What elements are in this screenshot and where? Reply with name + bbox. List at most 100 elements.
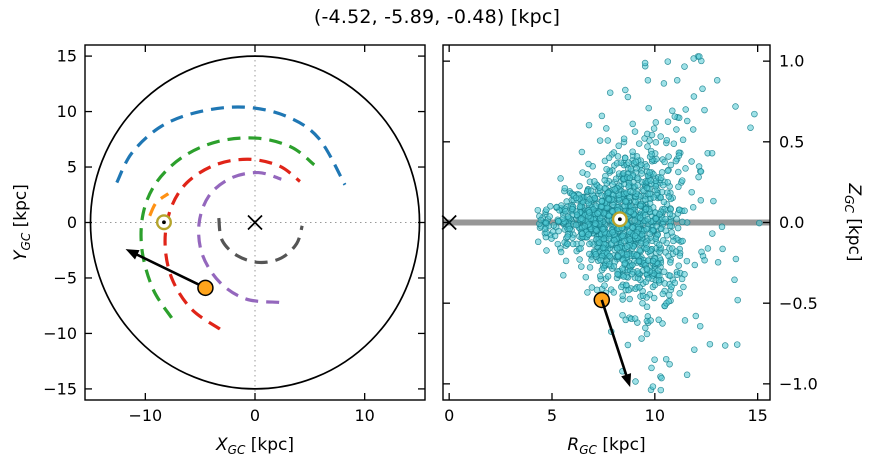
scatter-point	[660, 198, 668, 206]
scatter-point	[582, 273, 590, 281]
scatter-point	[625, 159, 632, 166]
scatter-point	[671, 113, 679, 120]
scatter-point	[655, 316, 662, 324]
x-tick-label: 10	[354, 406, 374, 425]
scatter-point	[664, 179, 672, 186]
scatter-point	[577, 245, 584, 252]
scatter-point	[657, 174, 665, 182]
scatter-point	[635, 140, 643, 147]
scatter-point	[632, 378, 639, 385]
scatter-point	[655, 277, 663, 284]
velocity-arrow-rz-head	[621, 373, 632, 388]
scatter-point	[591, 194, 599, 202]
scatter-point	[701, 256, 708, 264]
scatter-point	[656, 211, 663, 218]
scatter-point	[682, 106, 689, 113]
scatter-point	[537, 216, 545, 224]
scatter-point	[704, 245, 712, 252]
scatter-point	[648, 131, 656, 139]
scatter-point	[623, 251, 631, 258]
scatter-point	[646, 200, 654, 207]
rz-panel: 0 5 10 15 1.0 0.5 0.0 −0.5 −1.0 RGC [kpc] ZGC [kpc…	[441, 44, 864, 457]
x-tick-label: −10	[128, 406, 162, 425]
scatter-point	[665, 291, 673, 299]
scatter-point	[614, 253, 622, 260]
scatter-point	[710, 197, 717, 205]
scatter-point	[675, 152, 683, 159]
y-tick-label: −0.5	[779, 294, 818, 313]
scatter-point	[691, 261, 699, 269]
scatter-point	[622, 316, 629, 324]
scatter-point	[734, 296, 741, 304]
object-marker-xy	[197, 279, 214, 297]
scatter-point	[615, 142, 622, 150]
scatter-point	[679, 136, 687, 144]
scatter-point	[629, 224, 636, 231]
scatter-point	[572, 194, 580, 202]
scatter-point	[675, 168, 682, 176]
scatter-point	[652, 235, 660, 243]
scatter-point	[592, 220, 599, 227]
scatter-point	[666, 222, 674, 230]
scatter-point	[576, 182, 583, 190]
scatter-point	[648, 150, 655, 158]
scatter-point	[605, 196, 613, 203]
scatter-point	[731, 276, 738, 284]
scatter-point	[638, 170, 645, 177]
scatter-point	[719, 245, 726, 253]
scatter-point	[612, 175, 620, 183]
scatter-point	[592, 251, 600, 258]
scatter-point	[633, 252, 641, 259]
scatter-point	[669, 107, 676, 115]
scatter-point	[650, 125, 658, 132]
scatter-point	[681, 63, 688, 70]
scatter-point	[562, 257, 570, 265]
scatter-point	[732, 103, 739, 110]
scatter-point	[632, 158, 640, 166]
scatter-point	[678, 177, 686, 184]
rz-xlabel: RGC [kpc]	[567, 435, 645, 457]
scatter-point	[652, 139, 660, 146]
scatter-point	[683, 371, 691, 379]
scatter-point	[629, 261, 636, 269]
scatter-point	[659, 181, 667, 189]
y-tick-label: −1.0	[779, 374, 818, 393]
y-tick-label: −5	[53, 269, 77, 288]
scatter-point	[623, 243, 631, 250]
scatter-point	[576, 203, 584, 210]
scatter-point	[650, 194, 658, 201]
scatter-point	[659, 237, 667, 244]
scatter-point	[665, 298, 672, 305]
sun-dot	[162, 220, 166, 225]
scatter-point	[699, 85, 706, 93]
scatter-point	[603, 125, 610, 132]
scatter-point	[661, 158, 668, 166]
scatter-point	[599, 226, 607, 233]
scatter-point	[620, 273, 627, 280]
y-tick-label: 0.5	[779, 132, 804, 151]
velocity-arrow-rz-shaft	[600, 299, 629, 379]
scatter-point	[568, 205, 576, 213]
scatter-point	[625, 286, 632, 294]
scatter-point	[622, 86, 629, 94]
scatter-point	[619, 311, 626, 319]
scatter-point	[649, 257, 657, 265]
scatter-point	[564, 240, 571, 248]
scatter-point	[585, 160, 592, 168]
scatter-point	[596, 239, 603, 246]
scatter-point	[591, 178, 598, 185]
scatter-point	[688, 188, 695, 196]
scatter-point	[569, 240, 577, 248]
x-tick-label: 0	[250, 406, 260, 425]
scatter-point	[691, 346, 698, 353]
velocity-arrow-xy	[125, 249, 206, 290]
scatter-point	[679, 237, 686, 245]
scatter-point	[709, 230, 716, 237]
scatter-point	[697, 168, 705, 175]
scatter-point	[658, 169, 666, 176]
scatter-point	[551, 232, 559, 240]
scatter-point	[627, 165, 635, 173]
scatter-point	[609, 201, 617, 208]
scatter-point	[619, 292, 626, 300]
